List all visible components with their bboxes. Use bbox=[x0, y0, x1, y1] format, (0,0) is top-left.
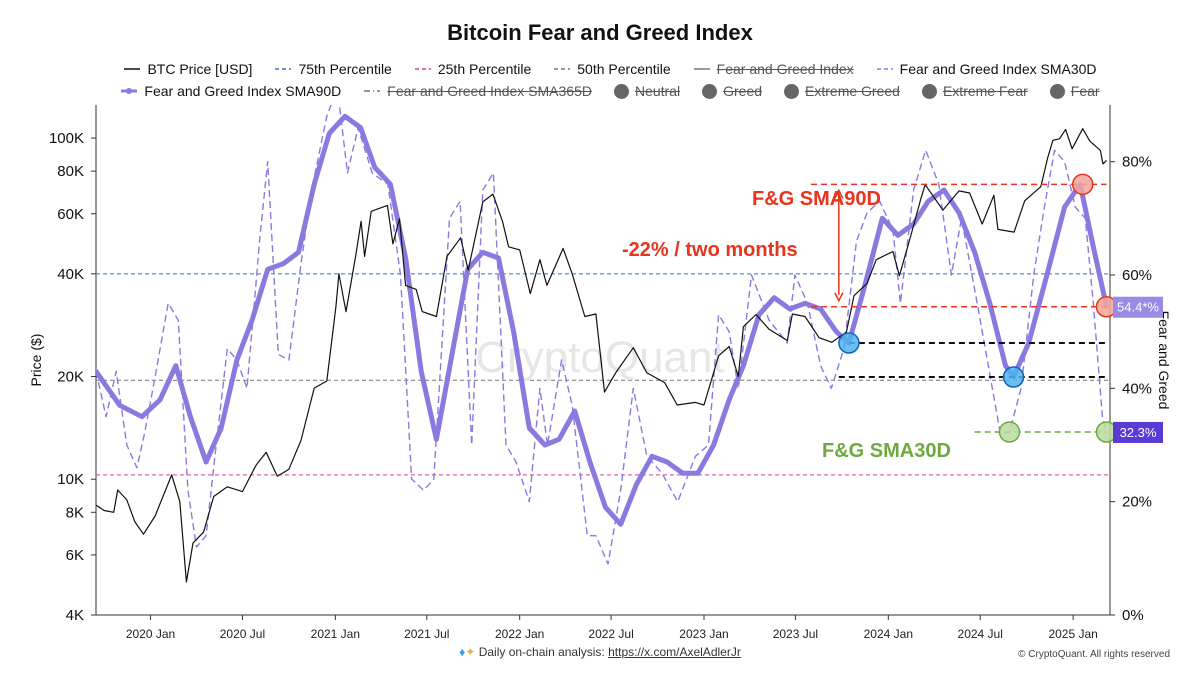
raised-hands-icon: ✦ bbox=[465, 645, 476, 659]
y-left-tick-label: 8K bbox=[66, 504, 84, 521]
legend-label: Fear and Greed Index SMA90D bbox=[144, 83, 342, 99]
legend-item[interactable]: Fear and Greed Index SMA365D bbox=[363, 83, 592, 99]
footer-text: Daily on-chain analysis: bbox=[478, 645, 605, 659]
legend-label: Fear and Greed Index bbox=[716, 61, 854, 77]
y-right-tick-label: 0% bbox=[1122, 607, 1144, 624]
legend-row: BTC Price [USD] 75th Percentile 25th Perce… bbox=[95, 58, 1125, 80]
x-tick-label: 2023 Jul bbox=[773, 627, 818, 641]
annotation-drop-label: -22% / two months bbox=[622, 239, 798, 261]
annotations: F&G SMA90D -22% / two months F&G SMA30D 54.… bbox=[622, 173, 1163, 462]
x-tick-label: 2020 Jan bbox=[126, 627, 175, 641]
legend-label: 25th Percentile bbox=[437, 61, 532, 77]
y-axis-left-label: Price ($) bbox=[28, 334, 44, 387]
y-left-tick-label: 80K bbox=[57, 163, 84, 180]
legend-label: 75th Percentile bbox=[298, 61, 392, 77]
chart-title: Bitcoin Fear and Greed Index bbox=[447, 20, 753, 45]
marker-green bbox=[998, 421, 1021, 443]
x-tick-label: 2024 Jan bbox=[864, 627, 913, 641]
y-right-tick-label: 40% bbox=[1122, 380, 1152, 397]
x-tick-label: 2021 Jan bbox=[311, 627, 360, 641]
legend-swatch bbox=[414, 68, 431, 70]
legend-label: BTC Price [USD] bbox=[147, 61, 253, 77]
legend-item[interactable]: Fear and Greed Index bbox=[693, 61, 854, 77]
marker-blue bbox=[1002, 366, 1025, 388]
series-sma30d bbox=[96, 105, 1108, 565]
series-btc-price bbox=[96, 128, 1107, 583]
legend-swatch bbox=[784, 83, 800, 99]
y-left-tick-label: 20K bbox=[57, 369, 84, 386]
y-left-tick-label: 4K bbox=[66, 607, 84, 624]
legend-swatch bbox=[693, 68, 710, 70]
legend-swatch bbox=[124, 68, 141, 70]
legend-label: Fear bbox=[1070, 83, 1100, 99]
value-badge-text-sma30-value: 32.3% bbox=[1120, 425, 1157, 440]
x-tick-label: 2023 Jan bbox=[679, 627, 728, 641]
value-badge-sma30-value bbox=[1113, 421, 1163, 443]
copyright: © CryptoQuant. All rights reserved bbox=[1018, 649, 1170, 660]
series-lines bbox=[96, 105, 1109, 583]
legend-item[interactable]: Fear and Greed Index SMA30D bbox=[876, 61, 1097, 77]
legend-swatch bbox=[702, 83, 718, 99]
x-tick-label: 2022 Jan bbox=[495, 627, 544, 641]
y-left-tick-label: 40K bbox=[57, 266, 84, 283]
legend-swatch bbox=[921, 83, 937, 99]
value-badge-text-sma90-value: 54.4*% bbox=[1117, 300, 1159, 315]
y-right-tick-label: 80% bbox=[1122, 154, 1152, 171]
legend-item[interactable]: BTC Price [USD] bbox=[123, 61, 252, 77]
y-left-tick-label: 60K bbox=[57, 206, 84, 223]
y-axis-right-label: Fear and Greed bbox=[1156, 311, 1172, 410]
legend-item[interactable]: 75th Percentile bbox=[274, 61, 392, 77]
arrow-head-up bbox=[834, 188, 844, 199]
legend-item[interactable]: Extreme Greed bbox=[784, 83, 900, 99]
legend-item[interactable]: Neutral bbox=[613, 83, 681, 99]
x-tick-label: 2025 Jan bbox=[1048, 627, 1097, 641]
legend-item[interactable]: 50th Percentile bbox=[553, 61, 671, 77]
legend-swatch bbox=[613, 83, 629, 99]
footer-source: ♦✦ Daily on-chain analysis: https://x.co… bbox=[0, 645, 1200, 659]
legend-item[interactable]: 25th Percentile bbox=[414, 61, 531, 77]
x-tick-label: 2022 Jul bbox=[588, 627, 633, 641]
legend-label: Extreme Greed bbox=[805, 83, 900, 99]
legend-item[interactable]: Fear and Greed Index SMA90D bbox=[120, 83, 341, 99]
legend-item[interactable]: Fear bbox=[1049, 83, 1100, 99]
axes: 2020 Jan 2020 Jul 2021 Jan 2021 Jul 2022 Jan… bbox=[28, 105, 1172, 641]
marker-red bbox=[1071, 173, 1094, 196]
series-sma90d bbox=[96, 113, 1109, 527]
arrow-head-down bbox=[834, 292, 844, 303]
y-right-tick-label: 60% bbox=[1122, 267, 1152, 284]
legend-swatch bbox=[364, 90, 381, 92]
legend-swatch bbox=[1049, 83, 1065, 99]
y-left-tick-label: 10K bbox=[57, 471, 84, 488]
x-tick-label: 2020 Jul bbox=[220, 627, 265, 641]
annotation-sma90-label: F&G SMA90D bbox=[752, 188, 881, 210]
legend-item[interactable]: Extreme Fear bbox=[921, 83, 1028, 99]
legend-label: Fear and Greed Index SMA30D bbox=[899, 61, 1097, 77]
legend-row: Fear and Greed Index SMA90D Fear and Gree… bbox=[95, 80, 1125, 102]
y-right-tick-label: 20% bbox=[1122, 494, 1152, 511]
legend-item[interactable]: Greed bbox=[702, 83, 762, 99]
legend-swatch bbox=[275, 68, 292, 70]
footer-link[interactable]: https://x.com/AxelAdlerJr bbox=[608, 645, 741, 659]
y-left-tick-label: 100K bbox=[49, 130, 84, 147]
annotation-sma30-label: F&G SMA30D bbox=[822, 440, 951, 462]
legend-label: Fear and Greed Index SMA365D bbox=[387, 83, 592, 99]
legend-swatch bbox=[876, 68, 893, 70]
legend-label: Neutral bbox=[634, 83, 681, 99]
legend-label: 50th Percentile bbox=[577, 61, 671, 77]
chart-legend: BTC Price [USD] 75th Percentile 25th Perce… bbox=[95, 58, 1125, 102]
legend-swatch bbox=[554, 68, 571, 70]
gem-icon: ♦ bbox=[459, 645, 466, 659]
x-tick-label: 2021 Jul bbox=[404, 627, 449, 641]
marker-blue bbox=[838, 332, 860, 354]
y-left-tick-label: 6K bbox=[66, 547, 84, 564]
x-tick-label: 2024 Jul bbox=[958, 627, 1003, 641]
legend-swatch bbox=[121, 88, 138, 94]
legend-label: Greed bbox=[723, 83, 763, 99]
legend-label: Extreme Fear bbox=[942, 83, 1028, 99]
value-badge-sma90-value bbox=[1113, 296, 1163, 318]
